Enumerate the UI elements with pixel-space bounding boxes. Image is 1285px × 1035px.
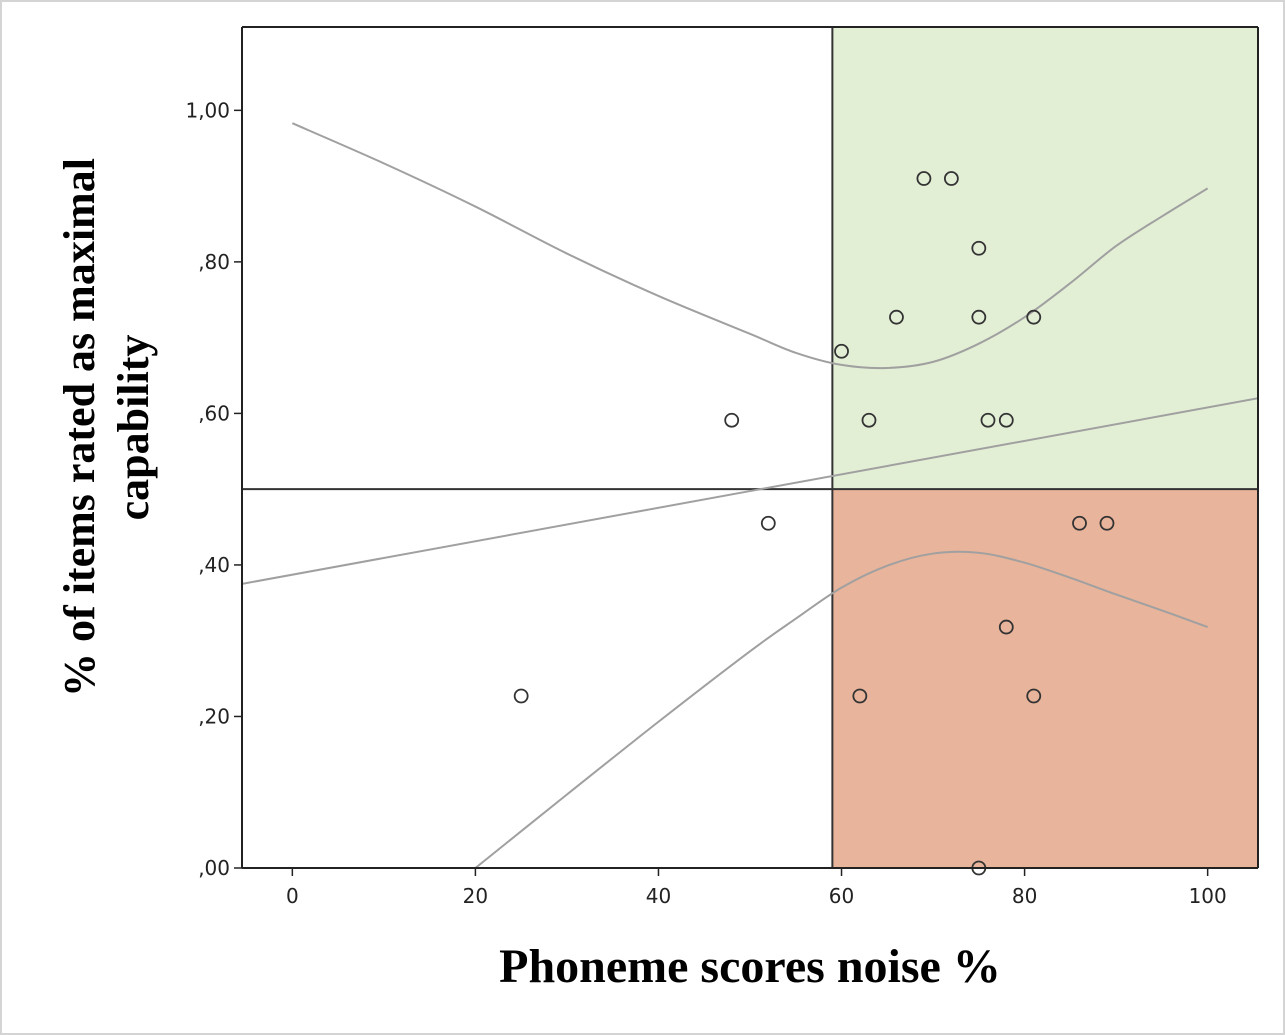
data-point: [861, 412, 877, 428]
data-point: [852, 688, 868, 704]
x-tick-label: 60: [829, 884, 854, 908]
data-point: [998, 412, 1014, 428]
data-point: [513, 688, 529, 704]
data-point: [980, 412, 996, 428]
x-axis-title: Phoneme scores noise %: [499, 940, 1001, 993]
data-point: [760, 515, 776, 531]
ci-upper-line: [291, 122, 1209, 370]
x-tick-label: 20: [463, 884, 488, 908]
y-tick-label: ,60: [198, 401, 230, 425]
data-point: [943, 171, 959, 186]
y-axis-title-line-2: capability: [109, 335, 158, 521]
reference-lines: [242, 27, 1258, 868]
data-point: [1026, 688, 1042, 704]
data-point: [1072, 515, 1087, 531]
data-point: [1099, 515, 1115, 531]
data-points: [513, 171, 1115, 876]
quadrant-upper-right: [832, 27, 1258, 490]
axes: [234, 26, 1259, 876]
y-axis-title-line-1: % of items rated as maximal: [55, 158, 104, 697]
tick-labels: 0 20 40 60 80 100 ,00 ,20 ,40 ,60 ,80 1,00: [185, 98, 1226, 908]
y-tick-label: ,20: [198, 704, 230, 728]
x-tick-label: 0: [286, 884, 299, 908]
quadrant-backgrounds: [242, 27, 1258, 868]
data-point: [1026, 309, 1042, 325]
x-tick-label: 100: [1189, 884, 1227, 908]
y-tick-label: ,80: [198, 250, 230, 274]
data-point: [971, 309, 987, 325]
y-tick-label: ,00: [198, 856, 230, 880]
y-axis-title: % of items rated as maximal capability: [55, 158, 158, 697]
fit-line: [242, 397, 1258, 585]
y-tick-label: ,40: [198, 553, 230, 577]
x-tick-label: 40: [646, 884, 671, 908]
fit-curves: [242, 122, 1258, 868]
quadrant-lower-right: [832, 489, 1258, 868]
x-tick-label: 80: [1012, 884, 1037, 908]
data-point: [916, 171, 932, 186]
data-point: [724, 412, 740, 428]
ci-lower-line: [474, 550, 1209, 868]
data-point: [889, 309, 904, 325]
data-point: [998, 619, 1014, 635]
data-point: [971, 240, 987, 256]
data-point: [834, 343, 849, 359]
y-tick-label: 1,00: [185, 98, 230, 122]
